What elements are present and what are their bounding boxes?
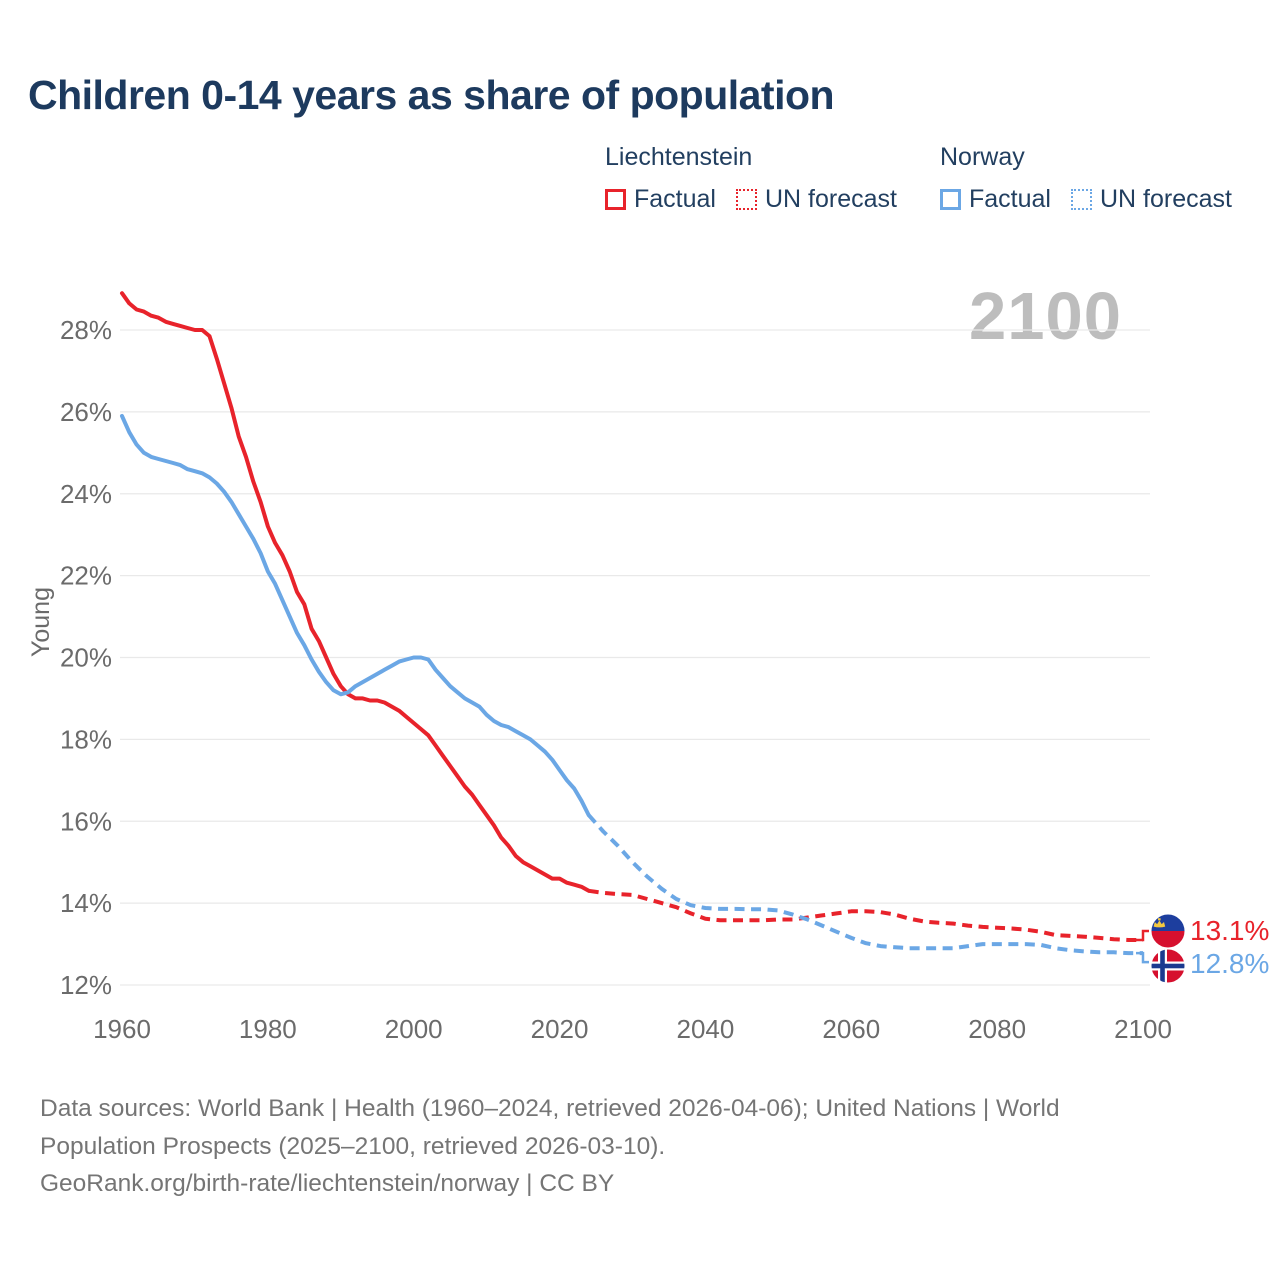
legend-group-liechtenstein: Liechtenstein Factual UN forecast: [605, 143, 897, 214]
norway-flag-icon: [1150, 948, 1186, 984]
liechtenstein-un-forecast-line[interactable]: [588, 888, 1143, 942]
liechtenstein-factual-swatch-icon[interactable]: [605, 189, 626, 210]
source-attribution: Data sources: World Bank | Health (1960–…: [40, 1090, 1200, 1203]
y-tick-label: 24%: [60, 479, 112, 509]
norway-un-forecast-line[interactable]: [587, 813, 1143, 956]
end-label-connectors: [1136, 929, 1149, 964]
y-tick-label: 12%: [60, 970, 112, 1000]
legend-country-norway: Norway: [940, 143, 1025, 171]
y-tick-label: 26%: [60, 397, 112, 427]
x-tick-label: 2020: [531, 1014, 589, 1044]
liechtenstein-flag-icon: [1150, 913, 1186, 949]
y-tick-label: 20%: [60, 643, 112, 673]
norway-factual-swatch-icon[interactable]: [940, 189, 961, 210]
x-tick-label: 1980: [239, 1014, 297, 1044]
y-tick-label: 18%: [60, 724, 112, 754]
series-lines: [120, 291, 1143, 956]
y-tick-label: 28%: [60, 315, 112, 345]
x-tick-label: 1960: [93, 1014, 151, 1044]
norway-forecast-label[interactable]: UN forecast: [1099, 185, 1232, 213]
page-title: Children 0-14 years as share of populati…: [28, 72, 835, 118]
liechtenstein-forecast-swatch-icon[interactable]: [735, 189, 757, 210]
x-tick-label: 2000: [385, 1014, 443, 1044]
liechtenstein-end-value: 13.1%: [1190, 915, 1270, 946]
norway-end-value: 12.8%: [1190, 948, 1270, 979]
liechtenstein-connector: [1136, 929, 1149, 942]
x-tick-label: 2060: [822, 1014, 880, 1044]
year-watermark: 2100: [968, 279, 1122, 354]
liechtenstein-forecast-label[interactable]: UN forecast: [764, 185, 897, 213]
norway-forecast-swatch-icon[interactable]: [1070, 189, 1092, 210]
norway-factual-label[interactable]: Factual: [969, 185, 1051, 213]
legend-country-liechtenstein: Liechtenstein: [605, 143, 753, 171]
x-tick-label: 2100: [1114, 1014, 1172, 1044]
liechtenstein-factual-line[interactable]: [120, 291, 591, 893]
source-line-3[interactable]: GeoRank.org/birth-rate/liechtenstein/nor…: [40, 1170, 615, 1197]
norway-factual-line[interactable]: [120, 414, 591, 818]
x-tick-label: 2080: [968, 1014, 1026, 1044]
legend-group-norway: Norway Factual UN forecast: [940, 143, 1232, 214]
gridlines: [120, 329, 1150, 986]
y-tick-label: 14%: [60, 888, 112, 918]
source-line-1: Data sources: World Bank | Health (1960–…: [40, 1095, 1060, 1122]
y-tick-labels: 28% 26% 24% 22% 20% 18% 16% 14% 12%: [60, 315, 112, 1000]
y-tick-label: 22%: [60, 561, 112, 591]
y-tick-label: 16%: [60, 806, 112, 836]
norway-connector: [1136, 951, 1149, 964]
source-line-2: Population Prospects (2025–2100, retriev…: [40, 1132, 666, 1160]
x-tick-label: 2040: [677, 1014, 735, 1044]
liechtenstein-factual-label[interactable]: Factual: [634, 185, 716, 213]
x-tick-labels: 1960 1980 2000 2020 2040 2060 2080 2100: [93, 1014, 1172, 1044]
